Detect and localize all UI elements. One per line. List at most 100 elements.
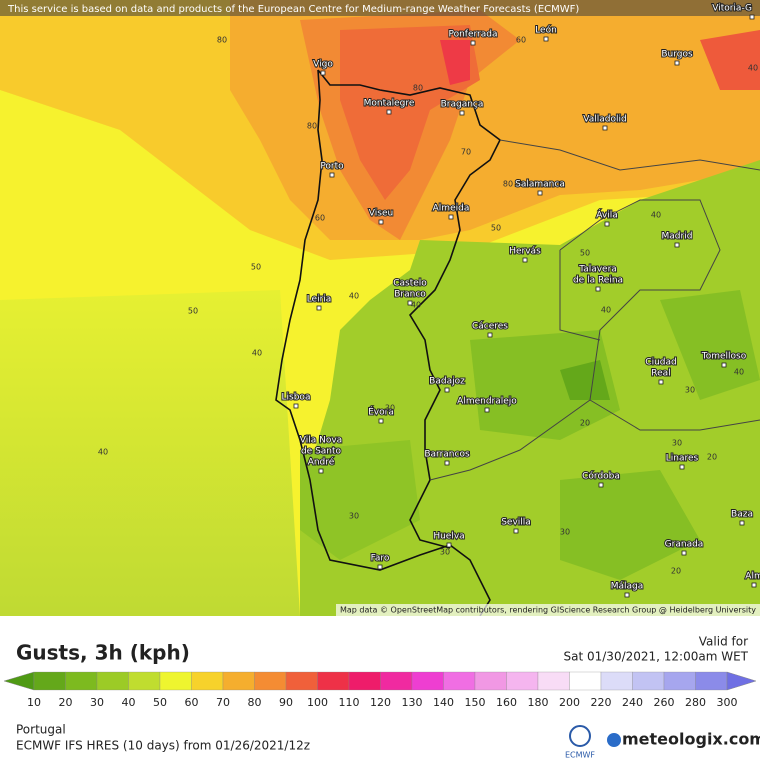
- model: ECMWF IFS HRES (10 days) from 01/26/2021…: [16, 739, 310, 753]
- contour-label: 50: [188, 307, 198, 316]
- city-label: Almeida: [433, 204, 470, 214]
- city-dot: [378, 418, 384, 424]
- city-label: Évora: [368, 406, 394, 418]
- city-label: Alm: [745, 572, 760, 582]
- legend-tick: 100: [307, 696, 328, 709]
- contour-label: 40: [98, 448, 108, 457]
- city-label: Hervás: [509, 247, 541, 257]
- field: [440, 40, 470, 85]
- city-label: Vila Nova: [300, 436, 342, 446]
- region-border: [429, 199, 721, 481]
- city-dot: [318, 468, 324, 474]
- city-label: André: [308, 457, 335, 468]
- legend-tick: 110: [339, 696, 360, 709]
- city-label: Salamanca: [515, 180, 565, 190]
- contour-label: 50: [580, 249, 590, 258]
- city-dot: [446, 542, 452, 548]
- brand: meteologix.com: [622, 730, 760, 749]
- city-label: Almendralejo: [457, 397, 517, 407]
- contour-label: 80: [413, 84, 423, 93]
- legend-tick: 220: [591, 696, 612, 709]
- legend-swatch: [317, 671, 350, 691]
- city-label: Ciudad: [645, 358, 676, 368]
- region-border: [559, 250, 601, 341]
- city-dot: [522, 257, 528, 263]
- legend-swatch: [443, 671, 476, 691]
- legend-swatch: [632, 671, 665, 691]
- field: [470, 330, 620, 440]
- contour-label: 20: [580, 419, 590, 428]
- city-dot: [751, 582, 757, 588]
- legend-tick: 80: [248, 696, 262, 709]
- legend-tick: 240: [622, 696, 643, 709]
- city-label: Ávila: [596, 209, 617, 221]
- legend-swatch: [474, 671, 507, 691]
- contour-label: 30: [685, 386, 695, 395]
- city-dot: [674, 242, 680, 248]
- city-dot: [316, 305, 322, 311]
- ecmwf: ECMWF: [565, 751, 595, 760]
- contour-label: 40: [734, 368, 744, 377]
- contour-label: 80: [217, 36, 227, 45]
- legend-tick: 20: [59, 696, 73, 709]
- contour-label: 40: [651, 211, 661, 220]
- city-label: Leiria: [307, 295, 332, 305]
- contour-label: 40: [601, 306, 611, 315]
- city-label: de la Reina: [573, 276, 623, 286]
- legend-tick: 300: [717, 696, 738, 709]
- city-dot: [293, 403, 299, 409]
- city-dot: [681, 550, 687, 556]
- city-dot: [679, 464, 685, 470]
- contour-label: 30: [672, 439, 682, 448]
- legend-swatch: [695, 671, 728, 691]
- region-border: [589, 399, 760, 431]
- contour-label: 40: [748, 64, 758, 73]
- city-dot: [595, 286, 601, 292]
- field: [700, 30, 760, 90]
- city-dot: [470, 40, 476, 46]
- city-label: Burgos: [661, 50, 693, 60]
- city-label: Baza: [731, 510, 753, 520]
- city-label: Ponferrada: [448, 30, 497, 40]
- valid-label: Valid for: [699, 635, 748, 649]
- border: [317, 69, 502, 549]
- city-label: Sevilla: [501, 518, 531, 528]
- city-label: Badajoz: [429, 377, 465, 387]
- city-dot: [604, 221, 610, 227]
- city-dot: [624, 592, 630, 598]
- city-label: Real: [651, 369, 670, 379]
- legend-tick: 50: [153, 696, 167, 709]
- notice-bar: [0, 0, 760, 16]
- legend-tick: 120: [370, 696, 391, 709]
- city-label: Madrid: [662, 232, 693, 242]
- region-border: [499, 139, 760, 171]
- legend-swatch: [537, 671, 570, 691]
- city-dot: [749, 14, 755, 20]
- legend-swatch: [254, 671, 287, 691]
- city-label: de Santo: [301, 447, 342, 457]
- city-dot: [448, 214, 454, 220]
- legend-tick: 160: [496, 696, 517, 709]
- city-label: Barrancos: [424, 450, 470, 460]
- city-dot: [444, 460, 450, 466]
- city-label: Faro: [371, 554, 390, 564]
- field: [0, 290, 300, 616]
- city-dot: [721, 362, 727, 368]
- legend-swatch: [128, 671, 161, 691]
- city-dot: [543, 36, 549, 42]
- field: [660, 290, 760, 400]
- city-dot: [537, 190, 543, 196]
- field: [560, 470, 700, 580]
- notice: This service is based on data and produc…: [7, 4, 579, 15]
- city-label: León: [535, 25, 557, 36]
- legend-tick: 180: [528, 696, 549, 709]
- legend-title: Gusts, 3h (kph): [16, 641, 190, 665]
- contour-label: 30: [349, 512, 359, 521]
- field: [560, 360, 610, 400]
- legend-tick: 40: [122, 696, 136, 709]
- city-dot: [407, 300, 413, 306]
- legend-swatch: [663, 671, 696, 691]
- contour-label: 30: [440, 548, 450, 557]
- legend-tick: 260: [654, 696, 675, 709]
